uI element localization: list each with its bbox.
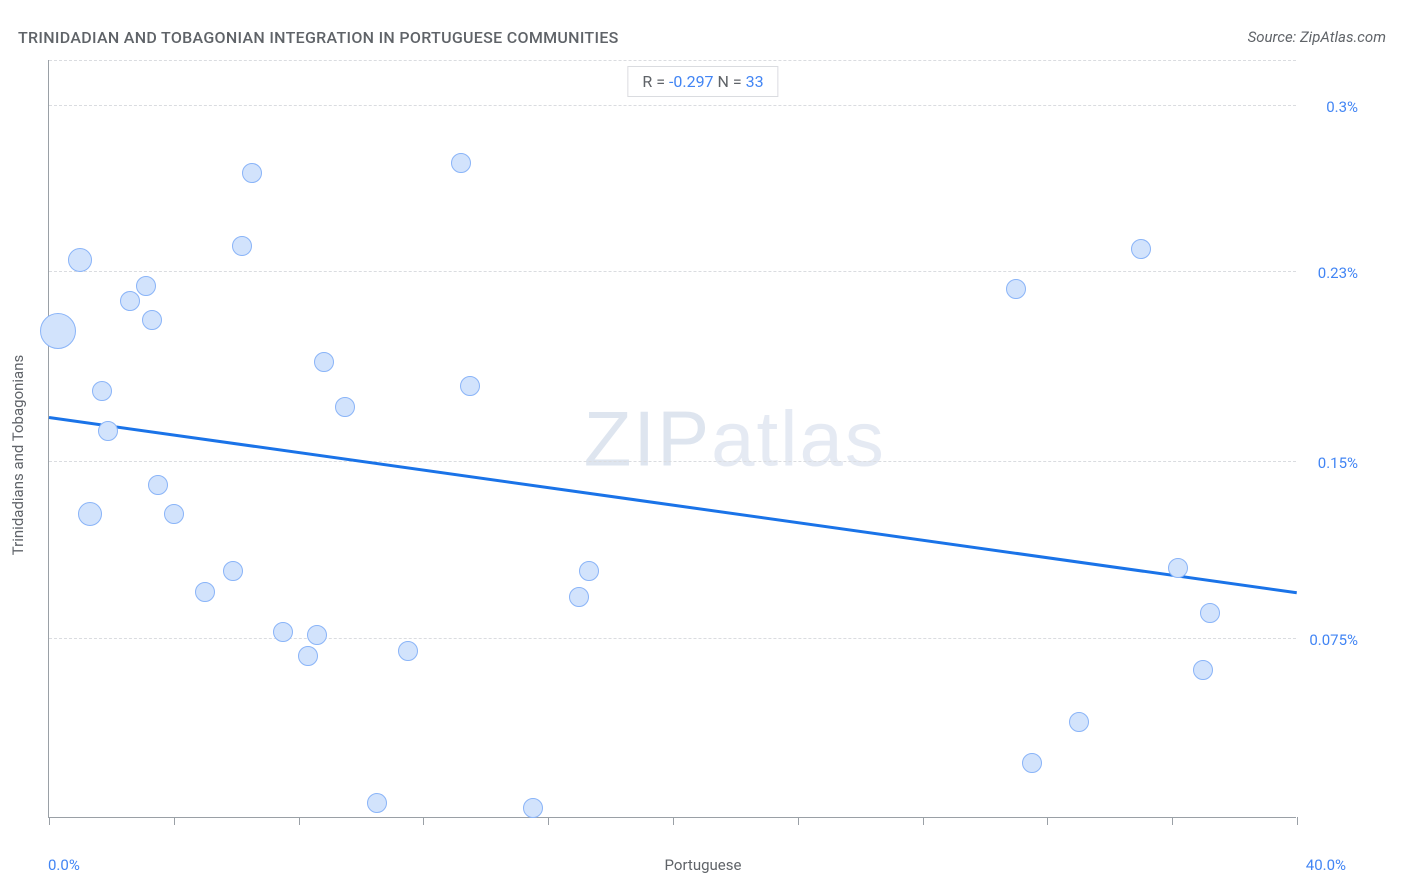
gridline-h [49, 271, 1296, 272]
scatter-point [148, 475, 168, 495]
chart-container: TRINIDADIAN AND TOBAGONIAN INTEGRATION I… [0, 0, 1406, 892]
scatter-point [164, 504, 184, 524]
scatter-point [273, 622, 293, 642]
gridline-h [49, 638, 1296, 639]
plot-area: ZIPatlas [48, 60, 1296, 818]
x-tick [49, 817, 50, 825]
scatter-point [1200, 603, 1220, 623]
y-axis-label: Trinidadians and Tobagonians [9, 355, 27, 555]
scatter-point [1006, 279, 1026, 299]
scatter-point [98, 421, 118, 441]
gridline-h [49, 60, 1296, 61]
scatter-point [451, 153, 471, 173]
scatter-point [40, 313, 76, 349]
x-tick [923, 817, 924, 825]
y-tick-label: 0.23% [1318, 264, 1358, 282]
scatter-point [1168, 558, 1188, 578]
scatter-point [242, 163, 262, 183]
scatter-point [335, 397, 355, 417]
scatter-point [232, 236, 252, 256]
gridline-h [49, 105, 1296, 106]
x-tick [1047, 817, 1048, 825]
scatter-point [142, 310, 162, 330]
scatter-point [1069, 712, 1089, 732]
x-axis-label: Portuguese [665, 856, 742, 874]
scatter-point [460, 376, 480, 396]
scatter-point [68, 248, 92, 272]
watermark: ZIPatlas [584, 393, 886, 484]
scatter-point [78, 502, 102, 526]
scatter-point [523, 798, 543, 818]
scatter-point [579, 561, 599, 581]
scatter-point [367, 793, 387, 813]
scatter-point [136, 276, 156, 296]
scatter-point [1022, 753, 1042, 773]
scatter-point [314, 352, 334, 372]
watermark-thin: atlas [711, 394, 886, 482]
scatter-point [223, 561, 243, 581]
y-tick-label: 0.15% [1318, 454, 1358, 472]
x-tick [1172, 817, 1173, 825]
scatter-point [398, 641, 418, 661]
scatter-point [92, 381, 112, 401]
scatter-point [195, 582, 215, 602]
x-tick [299, 817, 300, 825]
source-label: Source: ZipAtlas.com [1248, 28, 1386, 46]
gridline-h [49, 461, 1296, 462]
x-tick [423, 817, 424, 825]
scatter-point [1193, 660, 1213, 680]
x-tick [174, 817, 175, 825]
watermark-bold: ZIP [584, 394, 711, 482]
chart-title: TRINIDADIAN AND TOBAGONIAN INTEGRATION I… [18, 28, 619, 47]
y-tick-label: 0.3% [1326, 98, 1358, 116]
x-min-label: 0.0% [48, 856, 80, 874]
scatter-point [569, 587, 589, 607]
x-tick [1297, 817, 1298, 825]
scatter-point [120, 291, 140, 311]
x-tick [673, 817, 674, 825]
x-tick [548, 817, 549, 825]
x-max-label: 40.0% [1306, 856, 1346, 874]
scatter-point [298, 646, 318, 666]
scatter-point [307, 625, 327, 645]
y-tick-label: 0.075% [1309, 631, 1358, 649]
scatter-point [1131, 239, 1151, 259]
x-tick [798, 817, 799, 825]
